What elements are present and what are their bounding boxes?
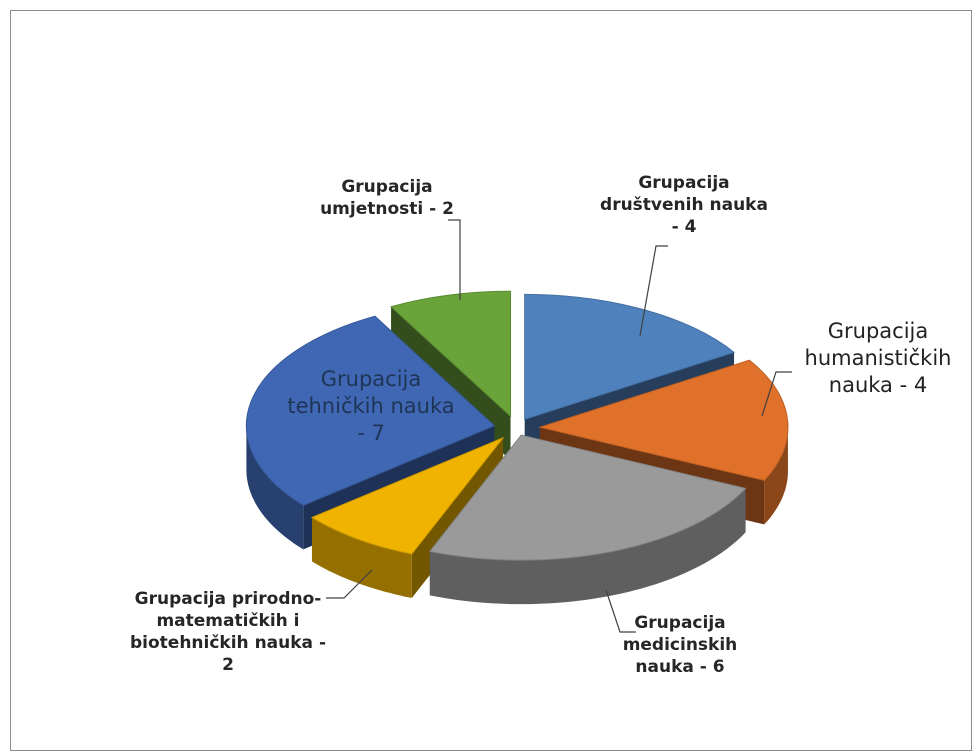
label-drustvene: Grupacija društvenih nauka - 4 xyxy=(600,173,768,237)
slice-umjetnosti xyxy=(390,290,512,418)
slice-tehnicke xyxy=(245,315,496,506)
slice-humanisticke xyxy=(538,359,789,481)
leader-line-drustvene xyxy=(639,245,668,337)
slice-medicinske xyxy=(428,434,747,561)
leader-line-humanisticke xyxy=(761,371,792,417)
label-prirodne: Grupacija prirodno- matematičkih i biote… xyxy=(129,589,327,675)
label-tehnicke: Grupacija tehničkih nauka - 7 xyxy=(287,367,455,445)
leader-line-prirodne xyxy=(326,569,373,599)
label-medicinske: Grupacija medicinskih nauka - 6 xyxy=(622,613,738,677)
label-umjetnosti: Grupacija umjetnosti - 2 xyxy=(320,177,454,219)
slice-prirodne xyxy=(310,436,505,555)
leader-line-umjetnosti xyxy=(448,219,461,300)
leader-line-medicinske xyxy=(605,589,636,633)
label-humanisticke: Grupacija humanističkih nauka - 4 xyxy=(804,319,952,397)
